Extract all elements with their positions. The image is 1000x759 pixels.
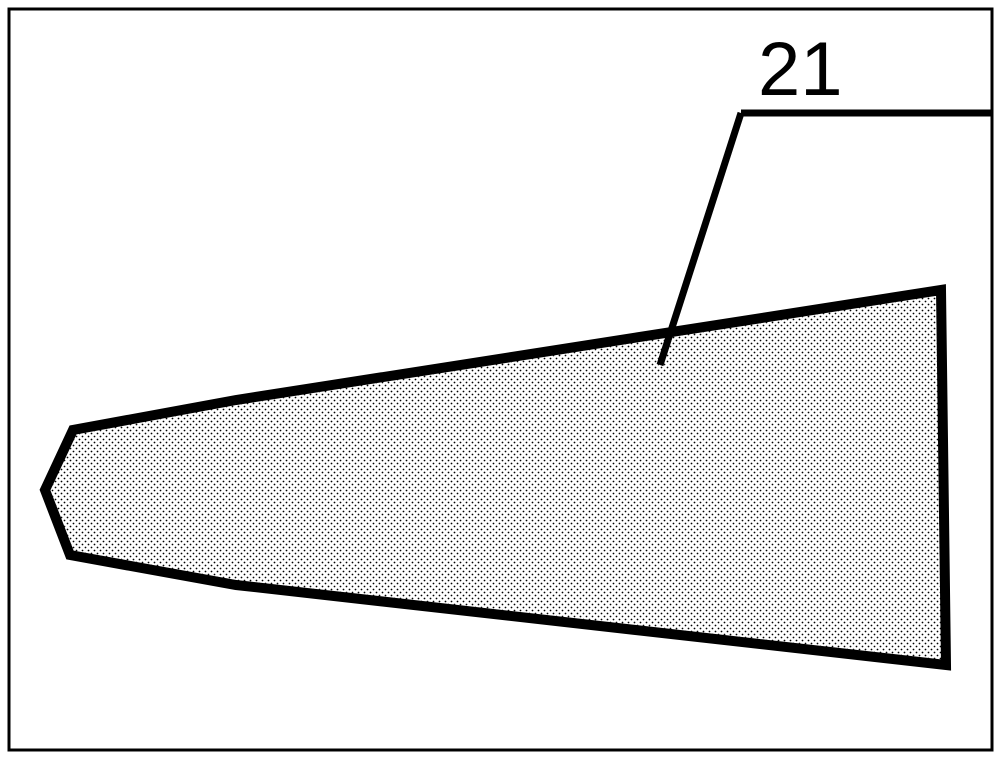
callout-label: 21 [758,27,843,112]
body-shape [45,290,946,665]
